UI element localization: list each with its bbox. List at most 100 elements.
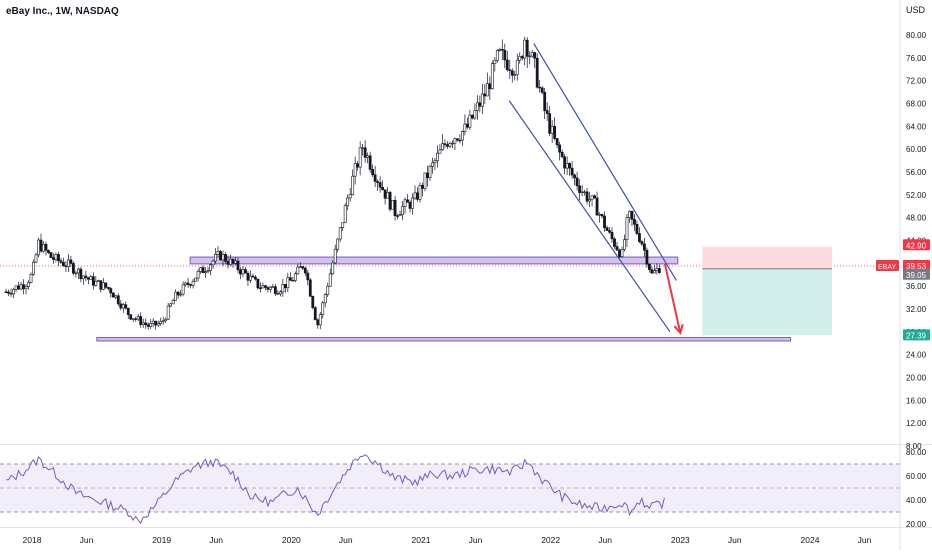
candle[interactable] bbox=[161, 320, 165, 322]
candle[interactable] bbox=[134, 318, 138, 320]
candle[interactable] bbox=[268, 286, 272, 290]
candle[interactable] bbox=[630, 210, 634, 220]
candle[interactable] bbox=[22, 284, 25, 290]
candle[interactable] bbox=[341, 222, 345, 228]
candle[interactable] bbox=[321, 302, 325, 315]
position-upper-zone[interactable] bbox=[702, 246, 833, 269]
candle[interactable] bbox=[331, 262, 335, 275]
candle[interactable] bbox=[540, 87, 544, 93]
candle[interactable] bbox=[224, 254, 227, 262]
candle[interactable] bbox=[59, 260, 63, 263]
candle[interactable] bbox=[620, 249, 624, 257]
candle[interactable] bbox=[141, 322, 145, 325]
candle[interactable] bbox=[623, 239, 626, 250]
candle[interactable] bbox=[196, 271, 200, 279]
candle[interactable] bbox=[176, 291, 180, 296]
candle[interactable] bbox=[485, 83, 489, 97]
candle[interactable] bbox=[480, 93, 484, 107]
candle[interactable] bbox=[436, 152, 439, 161]
candle[interactable] bbox=[643, 243, 646, 251]
candle[interactable] bbox=[508, 69, 512, 72]
candle[interactable] bbox=[396, 215, 399, 217]
candle[interactable] bbox=[259, 287, 262, 289]
candle[interactable] bbox=[548, 113, 552, 134]
candle[interactable] bbox=[206, 270, 210, 272]
candle[interactable] bbox=[308, 279, 312, 297]
candle[interactable] bbox=[104, 282, 108, 288]
candle[interactable] bbox=[91, 276, 95, 286]
candle[interactable] bbox=[286, 277, 290, 289]
candle[interactable] bbox=[136, 316, 140, 320]
candle[interactable] bbox=[34, 254, 38, 263]
position-lower-zone[interactable] bbox=[702, 268, 833, 336]
candle[interactable] bbox=[94, 280, 98, 286]
candle[interactable] bbox=[263, 285, 267, 288]
candle[interactable] bbox=[600, 214, 604, 217]
candle[interactable] bbox=[126, 307, 130, 315]
candle[interactable] bbox=[266, 287, 270, 290]
candle[interactable] bbox=[475, 102, 479, 111]
candle[interactable] bbox=[174, 291, 178, 301]
rsi-line[interactable] bbox=[6, 454, 665, 525]
candle[interactable] bbox=[71, 263, 75, 274]
candle[interactable] bbox=[144, 322, 148, 326]
candle[interactable] bbox=[565, 163, 569, 169]
candle[interactable] bbox=[67, 259, 70, 267]
candle[interactable] bbox=[296, 266, 300, 275]
candle[interactable] bbox=[273, 286, 277, 294]
candle[interactable] bbox=[513, 74, 517, 76]
candle[interactable] bbox=[401, 206, 404, 215]
candle[interactable] bbox=[406, 199, 409, 203]
candle[interactable] bbox=[645, 249, 649, 265]
candle[interactable] bbox=[9, 292, 13, 295]
candle[interactable] bbox=[603, 215, 606, 228]
candle[interactable] bbox=[510, 70, 514, 76]
channel-upper-line[interactable] bbox=[533, 43, 677, 281]
candle[interactable] bbox=[164, 318, 168, 322]
candle[interactable] bbox=[214, 254, 217, 262]
candle[interactable] bbox=[465, 123, 469, 128]
candle[interactable] bbox=[393, 199, 397, 217]
candle[interactable] bbox=[498, 49, 502, 51]
candle[interactable] bbox=[652, 270, 656, 274]
candle[interactable] bbox=[96, 280, 100, 282]
candle[interactable] bbox=[86, 277, 90, 280]
candle[interactable] bbox=[101, 282, 105, 290]
candle[interactable] bbox=[291, 280, 295, 282]
candle[interactable] bbox=[483, 93, 487, 97]
candle[interactable] bbox=[186, 282, 190, 285]
candle[interactable] bbox=[590, 195, 594, 200]
candle[interactable] bbox=[495, 50, 499, 61]
candle[interactable] bbox=[24, 286, 28, 290]
candle[interactable] bbox=[378, 182, 382, 188]
candle[interactable] bbox=[209, 264, 212, 271]
candle[interactable] bbox=[418, 184, 422, 200]
candle[interactable] bbox=[254, 276, 257, 280]
candle[interactable] bbox=[538, 86, 542, 89]
candle[interactable] bbox=[615, 246, 619, 251]
candle[interactable] bbox=[54, 254, 58, 260]
candle[interactable] bbox=[12, 289, 15, 295]
candle[interactable] bbox=[426, 172, 429, 179]
candle[interactable] bbox=[236, 260, 240, 271]
candle[interactable] bbox=[657, 268, 661, 273]
candle[interactable] bbox=[515, 59, 519, 75]
candle[interactable] bbox=[628, 210, 631, 218]
candle[interactable] bbox=[47, 250, 50, 253]
candle[interactable] bbox=[458, 139, 462, 142]
candle[interactable] bbox=[416, 192, 419, 200]
candle[interactable] bbox=[580, 191, 584, 193]
candle[interactable] bbox=[129, 314, 133, 320]
candle[interactable] bbox=[32, 261, 35, 275]
candle[interactable] bbox=[184, 282, 188, 286]
candle[interactable] bbox=[313, 307, 317, 321]
candle[interactable] bbox=[219, 251, 222, 261]
candle[interactable] bbox=[383, 189, 387, 199]
candle[interactable] bbox=[261, 285, 265, 289]
candle[interactable] bbox=[52, 257, 55, 260]
candle[interactable] bbox=[550, 125, 554, 134]
candle[interactable] bbox=[111, 292, 115, 298]
candle[interactable] bbox=[593, 195, 596, 199]
candle[interactable] bbox=[226, 261, 230, 265]
candle[interactable] bbox=[211, 260, 215, 266]
